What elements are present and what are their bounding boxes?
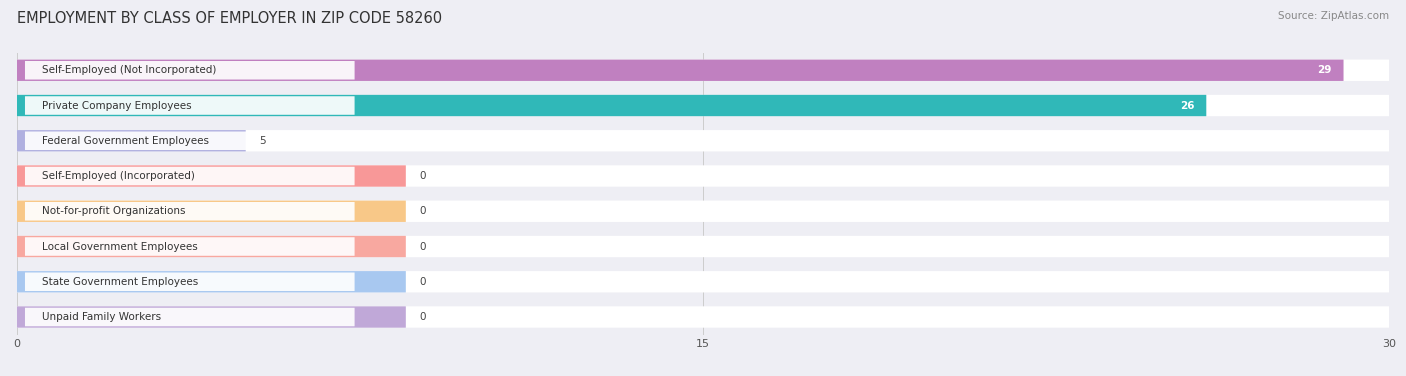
FancyBboxPatch shape — [25, 308, 354, 326]
Text: 26: 26 — [1180, 100, 1195, 111]
Text: 5: 5 — [259, 136, 266, 146]
Text: EMPLOYMENT BY CLASS OF EMPLOYER IN ZIP CODE 58260: EMPLOYMENT BY CLASS OF EMPLOYER IN ZIP C… — [17, 11, 441, 26]
Text: 0: 0 — [419, 312, 426, 322]
Text: 29: 29 — [1317, 65, 1331, 75]
Text: State Government Employees: State Government Employees — [42, 277, 198, 287]
FancyBboxPatch shape — [25, 273, 354, 291]
Text: 0: 0 — [419, 277, 426, 287]
FancyBboxPatch shape — [17, 306, 406, 328]
FancyBboxPatch shape — [17, 95, 1206, 116]
Text: Self-Employed (Incorporated): Self-Employed (Incorporated) — [42, 171, 195, 181]
Text: Self-Employed (Not Incorporated): Self-Employed (Not Incorporated) — [42, 65, 217, 75]
Text: Private Company Employees: Private Company Employees — [42, 100, 191, 111]
FancyBboxPatch shape — [17, 271, 1389, 293]
Text: 0: 0 — [419, 241, 426, 252]
FancyBboxPatch shape — [17, 306, 1389, 328]
FancyBboxPatch shape — [17, 236, 406, 257]
Text: 0: 0 — [419, 206, 426, 216]
Text: Not-for-profit Organizations: Not-for-profit Organizations — [42, 206, 186, 216]
Text: Unpaid Family Workers: Unpaid Family Workers — [42, 312, 162, 322]
FancyBboxPatch shape — [25, 167, 354, 185]
FancyBboxPatch shape — [17, 200, 406, 222]
FancyBboxPatch shape — [17, 130, 246, 152]
FancyBboxPatch shape — [17, 236, 1389, 257]
FancyBboxPatch shape — [25, 96, 354, 115]
FancyBboxPatch shape — [25, 202, 354, 221]
FancyBboxPatch shape — [25, 237, 354, 256]
FancyBboxPatch shape — [17, 271, 406, 293]
FancyBboxPatch shape — [17, 59, 1344, 81]
Text: Source: ZipAtlas.com: Source: ZipAtlas.com — [1278, 11, 1389, 21]
FancyBboxPatch shape — [17, 95, 1389, 116]
FancyBboxPatch shape — [17, 165, 1389, 187]
Text: Federal Government Employees: Federal Government Employees — [42, 136, 209, 146]
FancyBboxPatch shape — [17, 200, 1389, 222]
FancyBboxPatch shape — [17, 130, 1389, 152]
Text: 0: 0 — [419, 171, 426, 181]
Text: Local Government Employees: Local Government Employees — [42, 241, 198, 252]
FancyBboxPatch shape — [25, 132, 354, 150]
FancyBboxPatch shape — [25, 61, 354, 80]
FancyBboxPatch shape — [17, 165, 406, 187]
FancyBboxPatch shape — [17, 59, 1389, 81]
